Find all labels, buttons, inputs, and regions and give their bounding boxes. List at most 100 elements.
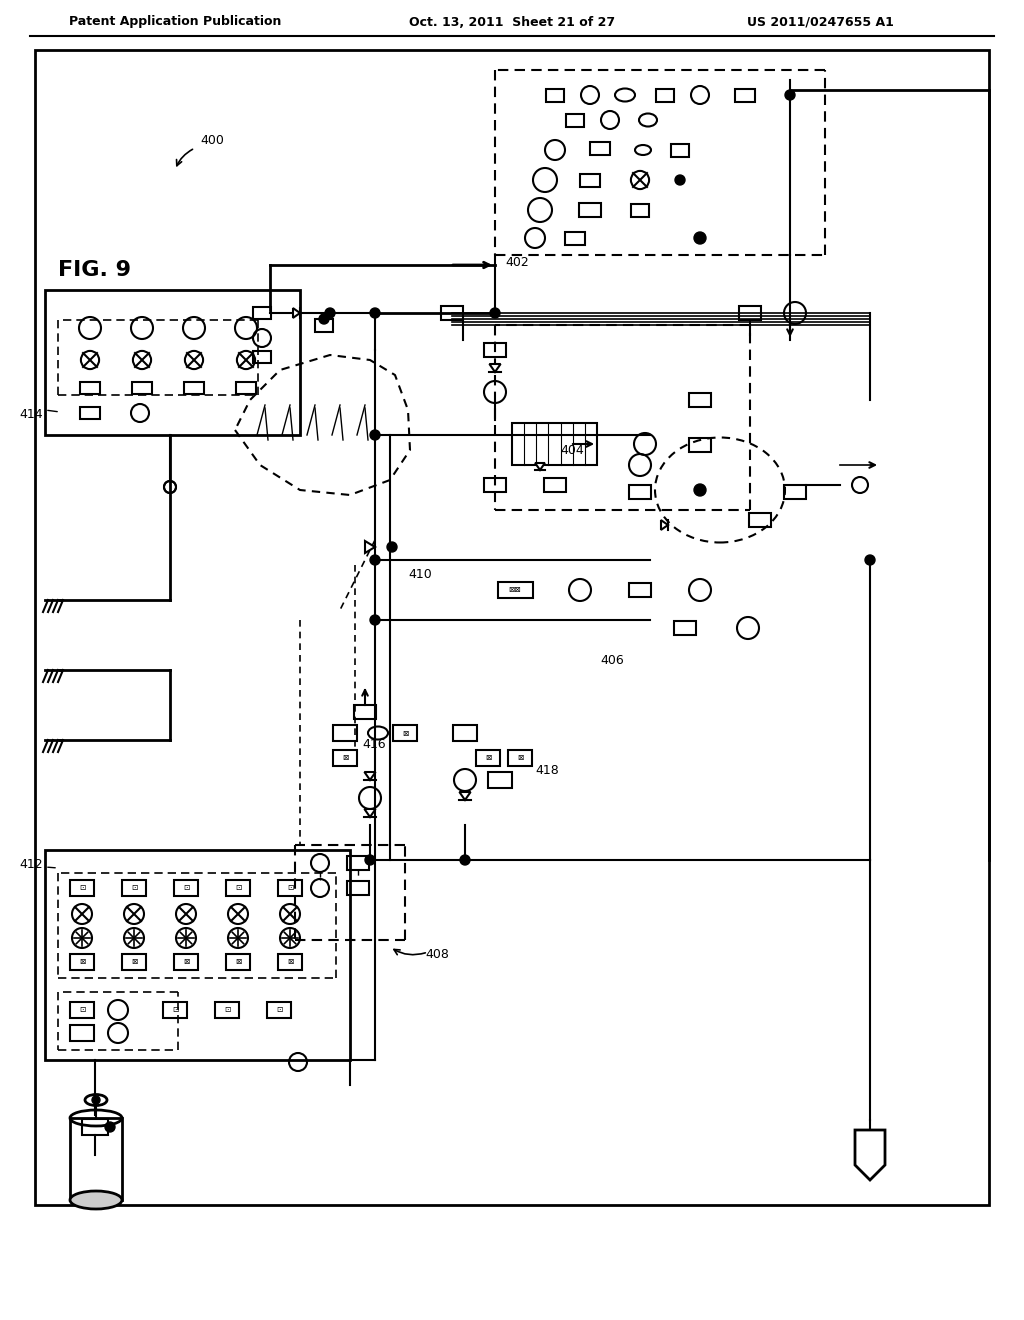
- Text: ⊡: ⊡: [287, 883, 293, 892]
- Bar: [498, 582, 532, 598]
- Bar: [565, 231, 585, 244]
- Text: US 2011/0247655 A1: US 2011/0247655 A1: [746, 16, 893, 29]
- Circle shape: [319, 314, 329, 323]
- Bar: [315, 319, 333, 333]
- Text: ⊠: ⊠: [79, 957, 85, 966]
- Text: ⊠: ⊠: [287, 957, 293, 966]
- Bar: [80, 381, 100, 393]
- Polygon shape: [489, 364, 501, 372]
- Bar: [488, 772, 512, 788]
- Bar: [476, 750, 500, 766]
- Bar: [70, 1002, 94, 1018]
- Text: 414: 414: [19, 408, 43, 421]
- Bar: [80, 407, 100, 418]
- Bar: [347, 880, 369, 895]
- Text: ⊡: ⊡: [224, 1006, 230, 1015]
- Bar: [629, 484, 651, 499]
- Bar: [253, 308, 271, 319]
- Text: Patent Application Publication: Patent Application Publication: [69, 16, 282, 29]
- Text: 402: 402: [505, 256, 528, 269]
- Text: ⊠: ⊠: [401, 729, 409, 738]
- Bar: [333, 750, 357, 766]
- Bar: [236, 381, 256, 393]
- Text: FIG. 9: FIG. 9: [58, 260, 131, 280]
- Bar: [631, 203, 649, 216]
- Bar: [278, 880, 302, 896]
- Bar: [512, 422, 597, 465]
- Text: 416: 416: [362, 738, 386, 751]
- Bar: [278, 954, 302, 970]
- Bar: [629, 583, 651, 597]
- Bar: [226, 880, 250, 896]
- Text: 400: 400: [200, 133, 224, 147]
- Circle shape: [694, 484, 706, 496]
- Bar: [45, 290, 300, 436]
- Circle shape: [105, 1122, 115, 1133]
- Circle shape: [675, 176, 685, 185]
- Bar: [579, 203, 601, 216]
- Bar: [441, 306, 463, 319]
- Ellipse shape: [70, 1191, 122, 1209]
- Polygon shape: [662, 520, 668, 529]
- Bar: [749, 513, 771, 527]
- Text: 406: 406: [600, 653, 624, 667]
- Text: 412: 412: [19, 858, 43, 871]
- Bar: [739, 306, 761, 319]
- Text: 404: 404: [560, 444, 584, 457]
- Circle shape: [92, 1096, 100, 1104]
- Bar: [122, 954, 146, 970]
- Bar: [566, 114, 584, 127]
- Text: ⊡: ⊡: [275, 1006, 283, 1015]
- Bar: [226, 954, 250, 970]
- Text: ⊠⊠: ⊠⊠: [509, 586, 521, 594]
- Polygon shape: [293, 308, 300, 318]
- Text: 408: 408: [425, 949, 449, 961]
- Polygon shape: [855, 1130, 885, 1180]
- Text: ⊡: ⊡: [131, 883, 137, 892]
- Text: Oct. 13, 2011  Sheet 21 of 27: Oct. 13, 2011 Sheet 21 of 27: [409, 16, 615, 29]
- Circle shape: [365, 855, 375, 865]
- Bar: [656, 88, 674, 102]
- Text: ⊠: ⊠: [131, 957, 137, 966]
- Circle shape: [370, 430, 380, 440]
- Text: ⊡: ⊡: [234, 883, 242, 892]
- Polygon shape: [460, 792, 471, 800]
- Bar: [347, 855, 369, 870]
- Polygon shape: [365, 541, 375, 553]
- Bar: [689, 438, 711, 451]
- Text: ⊡: ⊡: [183, 883, 189, 892]
- Bar: [544, 478, 566, 492]
- Circle shape: [370, 615, 380, 624]
- Bar: [70, 954, 94, 970]
- Circle shape: [370, 554, 380, 565]
- Text: ⊡: ⊡: [172, 1006, 178, 1015]
- Text: 418: 418: [535, 763, 559, 776]
- Bar: [484, 478, 506, 492]
- Circle shape: [325, 308, 335, 318]
- Bar: [689, 393, 711, 407]
- Bar: [174, 954, 198, 970]
- Circle shape: [460, 855, 470, 865]
- Text: ⊠: ⊠: [517, 754, 523, 763]
- Text: ⊡: ⊡: [79, 1006, 85, 1015]
- Text: ⊠: ⊠: [484, 754, 492, 763]
- Circle shape: [865, 554, 874, 565]
- Text: ⊠: ⊠: [183, 957, 189, 966]
- Bar: [354, 705, 376, 719]
- Bar: [45, 850, 350, 1060]
- Bar: [174, 880, 198, 896]
- Bar: [122, 880, 146, 896]
- Bar: [267, 1002, 291, 1018]
- Bar: [70, 1118, 122, 1200]
- Circle shape: [694, 232, 706, 244]
- Bar: [546, 88, 564, 102]
- Bar: [580, 173, 600, 186]
- Bar: [784, 484, 806, 499]
- Bar: [484, 343, 506, 356]
- Circle shape: [370, 308, 380, 318]
- Text: 410: 410: [408, 569, 432, 582]
- Bar: [35, 50, 989, 1205]
- Bar: [453, 725, 477, 741]
- Bar: [163, 1002, 187, 1018]
- Circle shape: [785, 90, 795, 100]
